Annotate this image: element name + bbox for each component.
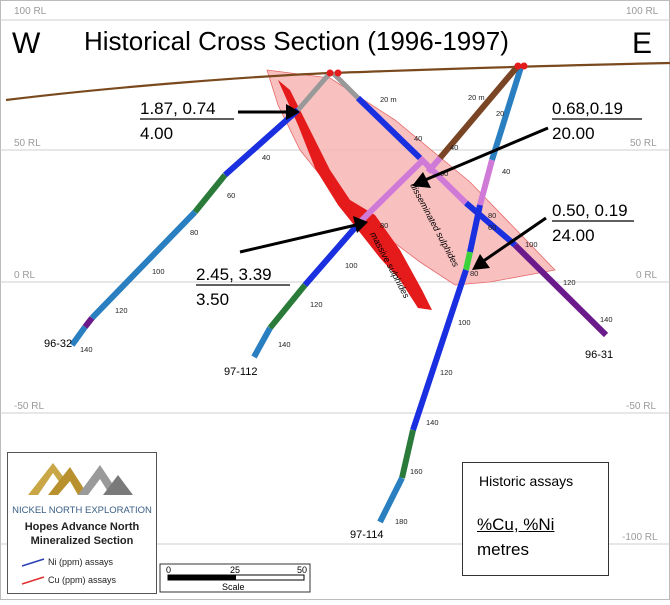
rl-label-50-right: 50 RL (630, 138, 657, 149)
dh-96-32-tick-140: 140 (80, 345, 93, 354)
legend-item-ni: Ni (ppm) assays (48, 557, 114, 567)
scale-bar: 0 25 50 Scale (159, 563, 311, 593)
annotation-2: 0.68,0.19 20.00 (412, 99, 642, 188)
rl-label-0-right: 0 RL (636, 270, 658, 281)
dh-96-31-tick-120: 120 (563, 278, 576, 287)
annotation-1-arrowhead (286, 104, 300, 120)
annotation-2-values: 0.68,0.19 (552, 99, 623, 118)
scale-tick-50: 50 (297, 565, 307, 575)
drillhole-96-32 (69, 71, 332, 347)
section-title: Historical Cross Section (1996-1997) (84, 26, 509, 56)
dh-97-114-tick-100: 100 (458, 318, 471, 327)
annotation-3: 0.50, 0.19 24.00 (472, 201, 634, 270)
legend-item-cu: Cu (ppm) assays (48, 575, 117, 585)
company-name: NICKEL NORTH EXPLORATION (12, 505, 152, 516)
annotation-3-arrow-shaft (481, 216, 547, 264)
hole-id-97-114: 97-114 (350, 529, 383, 541)
assay-key-line2: metres (477, 540, 529, 559)
dh-96-32-tick-80: 80 (190, 228, 198, 237)
annotation-3-values: 0.50, 0.19 (552, 201, 628, 220)
scale-label: Scale (222, 582, 245, 592)
massive-sulphide-body (278, 80, 432, 310)
hole-id-96-31: 96-31 (585, 349, 613, 361)
annotation-3-length: 24.00 (552, 226, 595, 245)
scale-tick-25: 25 (230, 565, 240, 575)
dh-97-114-tick-120: 120 (440, 368, 453, 377)
rl-label-100-left: 100 RL (14, 6, 47, 17)
annotation-4-values: 2.45, 3.39 (196, 265, 272, 284)
legend-title-line2: Mineralized Section (30, 535, 134, 547)
rl-label-100-right: 100 RL (626, 6, 659, 17)
collar-west (326, 69, 334, 77)
annotation-4-arrow-shaft (239, 223, 357, 254)
hole-id-97-112: 97-112 (224, 366, 257, 378)
dh-97-114-tick-180: 180 (395, 517, 408, 526)
dh-96-31-tick-100: 100 (525, 240, 538, 249)
dh-97-114-tick-140: 140 (426, 418, 439, 427)
assay-key-line1: %Cu, %Ni (477, 515, 555, 534)
legend-cu-swatch (21, 576, 45, 585)
drillhole-97-114 (377, 66, 524, 524)
dh-96-32-tick-40: 40 (262, 153, 270, 162)
dh-brown-tick-40: 40 (450, 143, 458, 152)
east-label: E (632, 27, 652, 60)
dh-96-32-tick-100: 100 (152, 267, 165, 276)
annotation-1: 1.87, 0.74 4.00 (140, 99, 300, 143)
rl-label-minus50-left: -50 RL (14, 401, 44, 412)
annotation-4-arrowhead (353, 216, 368, 233)
dh-97-114-tick-80: 80 (470, 269, 478, 278)
annotation-2-length: 20.00 (552, 124, 595, 143)
hole-id-96-32: 96-32 (44, 338, 72, 350)
annotation-3-arrowhead (472, 254, 490, 270)
dh-97-114-tick-160: 160 (410, 467, 423, 476)
disseminated-envelope (266, 69, 556, 286)
annotation-4-length: 3.50 (196, 290, 229, 309)
dh-97-112-tick-100: 100 (345, 261, 358, 270)
drillhole-brown (425, 65, 520, 174)
company-logo (28, 463, 133, 495)
dh-96-32-tick-120: 120 (115, 306, 128, 315)
legend-swatches (21, 558, 45, 585)
annotation-2-arrow-shaft (424, 126, 549, 182)
rl-label-minus50-right: -50 RL (626, 401, 656, 412)
annotation-4: 2.45, 3.39 3.50 (196, 216, 368, 309)
legend-panel: NICKEL NORTH EXPLORATION Hopes Advance N… (7, 452, 157, 594)
dh-97-112-tick-120: 120 (310, 300, 323, 309)
rl-label-50-left: 50 RL (14, 138, 41, 149)
west-label: W (12, 27, 41, 60)
dh-97-114-tick-20: 20 (496, 109, 504, 118)
dh-96-31-tick-20: 20 m (380, 95, 397, 104)
annotation-1-values: 1.87, 0.74 (140, 99, 216, 118)
collar-east (514, 62, 522, 70)
rl-label-minus100-right: -100 RL (622, 532, 658, 543)
rl-label-0-left: 0 RL (14, 270, 36, 281)
dh-97-112-tick-140: 140 (278, 340, 291, 349)
legend-title-line1: Hopes Advance North (24, 521, 140, 533)
assay-key-panel: Historic assays %Cu, %Ni metres (462, 462, 609, 576)
assay-key-title: Historic assays (479, 473, 574, 489)
drillhole-96-31 (331, 71, 609, 338)
annotation-1-length: 4.00 (140, 124, 173, 143)
dh-97-114-tick-60: 60 (488, 223, 496, 232)
collar-west-2 (334, 69, 342, 77)
annotation-2-arrowhead (412, 172, 431, 188)
scale-tick-0: 0 (166, 565, 171, 575)
dh-97-112-tick-80: 80 (380, 221, 388, 230)
drillhole-97-112 (251, 157, 426, 359)
dh-97-114-tick-40: 40 (502, 167, 510, 176)
dh-96-31-tick-140: 140 (600, 315, 613, 324)
legend-ni-swatch (21, 558, 45, 567)
dh-96-31-tick-40: 40 (414, 134, 422, 143)
dh-brown-tick-20: 20 m (468, 93, 485, 102)
collar-east-2 (520, 62, 528, 70)
dh-96-31-tick-80: 80 (488, 211, 496, 220)
dh-96-32-tick-60: 60 (227, 191, 235, 200)
